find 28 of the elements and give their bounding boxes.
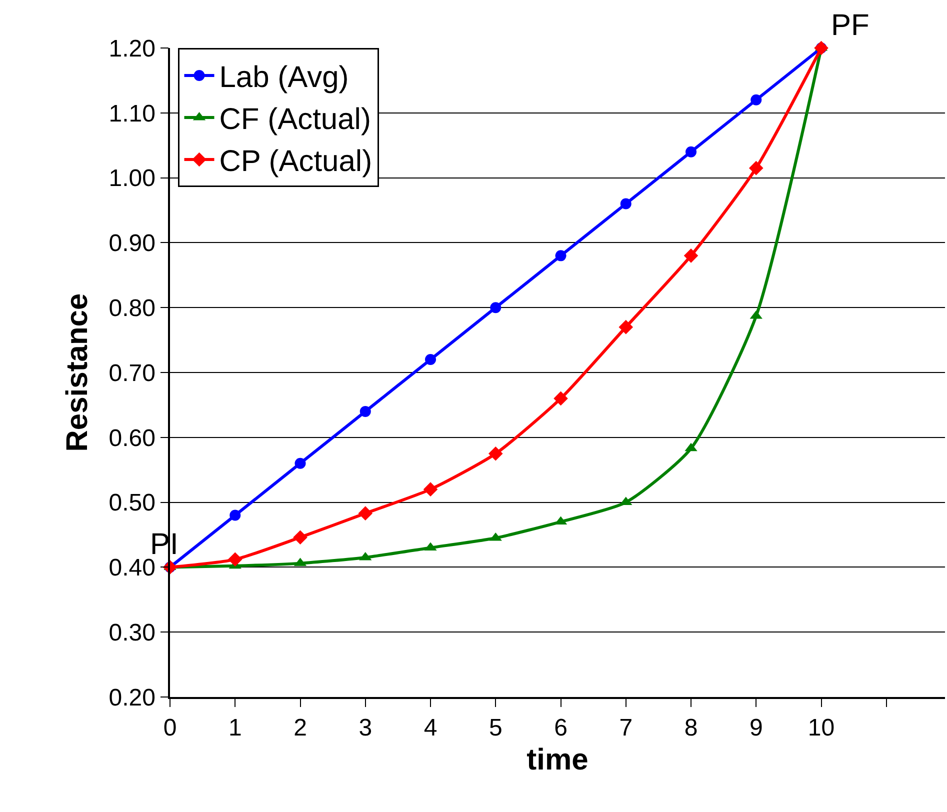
y-tick-label: 1.10: [108, 100, 156, 128]
x-tick-label: 8: [684, 714, 698, 742]
annotation: PF: [831, 9, 870, 42]
x-tick-label: 0: [163, 714, 177, 742]
y-tick-label: 0.50: [108, 490, 156, 517]
y-tick-label: 0.40: [108, 554, 156, 582]
y-tick-label: 0.80: [108, 295, 156, 322]
x-tick-label: 6: [554, 714, 568, 742]
y-tick-label: 0.70: [108, 360, 156, 387]
y-tick-label: 0.90: [108, 230, 156, 258]
x-tick-label: 3: [358, 714, 372, 742]
legend-label: CF (Actual): [219, 103, 371, 136]
y-tick-label: 0.20: [108, 684, 156, 712]
y-tick-label: 1.20: [108, 35, 156, 62]
x-axis-title: time: [526, 744, 588, 777]
x-tick-label: 4: [424, 714, 438, 742]
y-axis-title: Resistance: [61, 293, 94, 452]
x-tick-label: 10: [808, 714, 835, 742]
x-tick-label: 7: [619, 714, 633, 742]
y-tick-label: 0.60: [108, 424, 156, 452]
x-tick-label: 1: [228, 714, 242, 742]
x-tick-label: 2: [294, 714, 307, 742]
y-tick-label: 0.30: [108, 620, 156, 646]
y-tick-label: 1.00: [108, 165, 156, 192]
legend-label: Lab (Avg): [219, 61, 349, 94]
x-tick-label: 9: [749, 714, 763, 742]
legend-label: CP (Actual): [219, 145, 372, 178]
x-tick-label: 5: [488, 714, 502, 742]
